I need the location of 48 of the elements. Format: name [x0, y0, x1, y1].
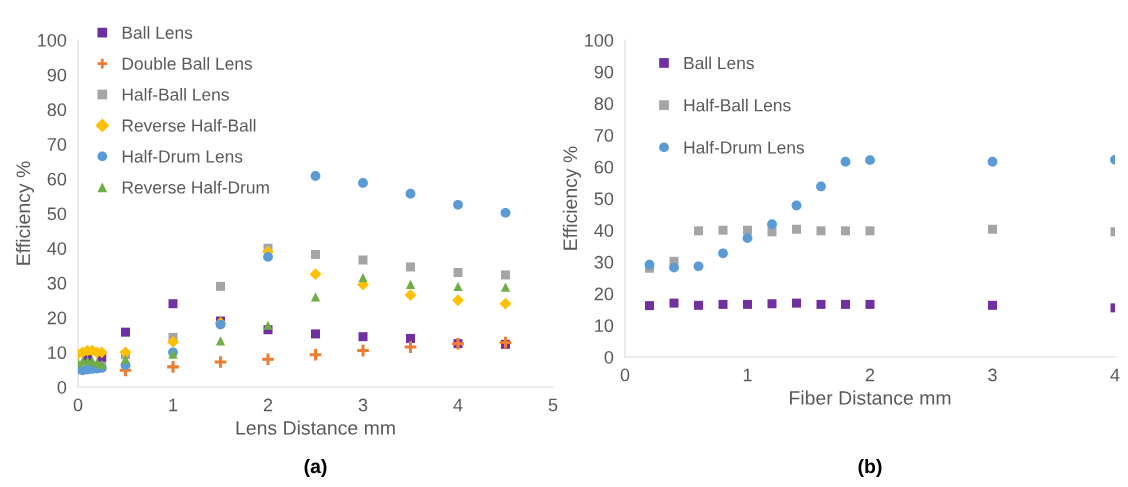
legend-label: Half-Drum Lens — [122, 149, 243, 163]
y-tick-label: 0 — [604, 350, 614, 364]
text: (b) — [858, 458, 882, 478]
x-tick-label: 4 — [1110, 368, 1120, 382]
legend-label: Half-Ball Lens — [684, 98, 791, 112]
x-tick-label: 3 — [358, 398, 368, 412]
y-tick-label: 60 — [594, 160, 614, 174]
text: (a) — [304, 458, 327, 478]
x-tick-label: 1 — [743, 368, 752, 382]
y-tick-label: 60 — [47, 172, 67, 186]
y-tick-label: 90 — [594, 65, 614, 79]
y-tick-label: 70 — [594, 129, 614, 142]
y-tick-label: 70 — [47, 138, 67, 151]
legend-label: Half-Ball Lens — [122, 88, 229, 101]
y-tick-label: 100 — [38, 33, 67, 47]
y-tick-label: 80 — [594, 97, 614, 111]
y-tick-label: 30 — [47, 276, 67, 290]
x-tick-label: 3 — [988, 368, 997, 382]
y-tick-label: 50 — [594, 192, 614, 206]
y-tick-label: 30 — [594, 255, 614, 269]
y-axis-title: Efficiency % — [15, 161, 34, 265]
y-tick-label: 20 — [594, 287, 614, 301]
y-axis-title: Efficiency % — [562, 146, 581, 250]
x-axis-title: Fiber Distance mm — [790, 390, 951, 405]
y-tick-label: 40 — [47, 242, 67, 255]
y-tick-label: 20 — [47, 311, 67, 325]
x-tick-label: 0 — [620, 368, 630, 382]
x-tick-label: 5 — [548, 398, 558, 412]
x-tick-label: 2 — [263, 398, 273, 412]
x-tick-label: 4 — [453, 398, 463, 412]
y-tick-label: 40 — [594, 224, 614, 237]
y-tick-label: 50 — [47, 207, 67, 221]
y-tick-label: 100 — [585, 33, 614, 47]
legend-label: Half-Drum Lens — [684, 140, 805, 154]
x-tick-label: 0 — [73, 398, 83, 412]
legend-label: Reverse Half-Drum — [122, 180, 269, 194]
legend-label: Ball Lens — [122, 26, 193, 39]
x-axis-title: Lens Distance mm — [236, 420, 395, 435]
y-tick-label: 80 — [47, 103, 67, 117]
y-tick-label: 10 — [595, 319, 614, 333]
y-tick-label: 0 — [57, 380, 67, 394]
y-tick-label: 90 — [47, 68, 67, 82]
x-tick-label: 2 — [865, 368, 875, 382]
legend-label: Ball Lens — [684, 56, 754, 70]
legend-label: Double Ball Lens — [122, 57, 253, 70]
legend-label: Reverse Half-Ball — [122, 118, 256, 132]
y-tick-label: 10 — [48, 346, 67, 360]
x-tick-label: 1 — [169, 398, 178, 412]
